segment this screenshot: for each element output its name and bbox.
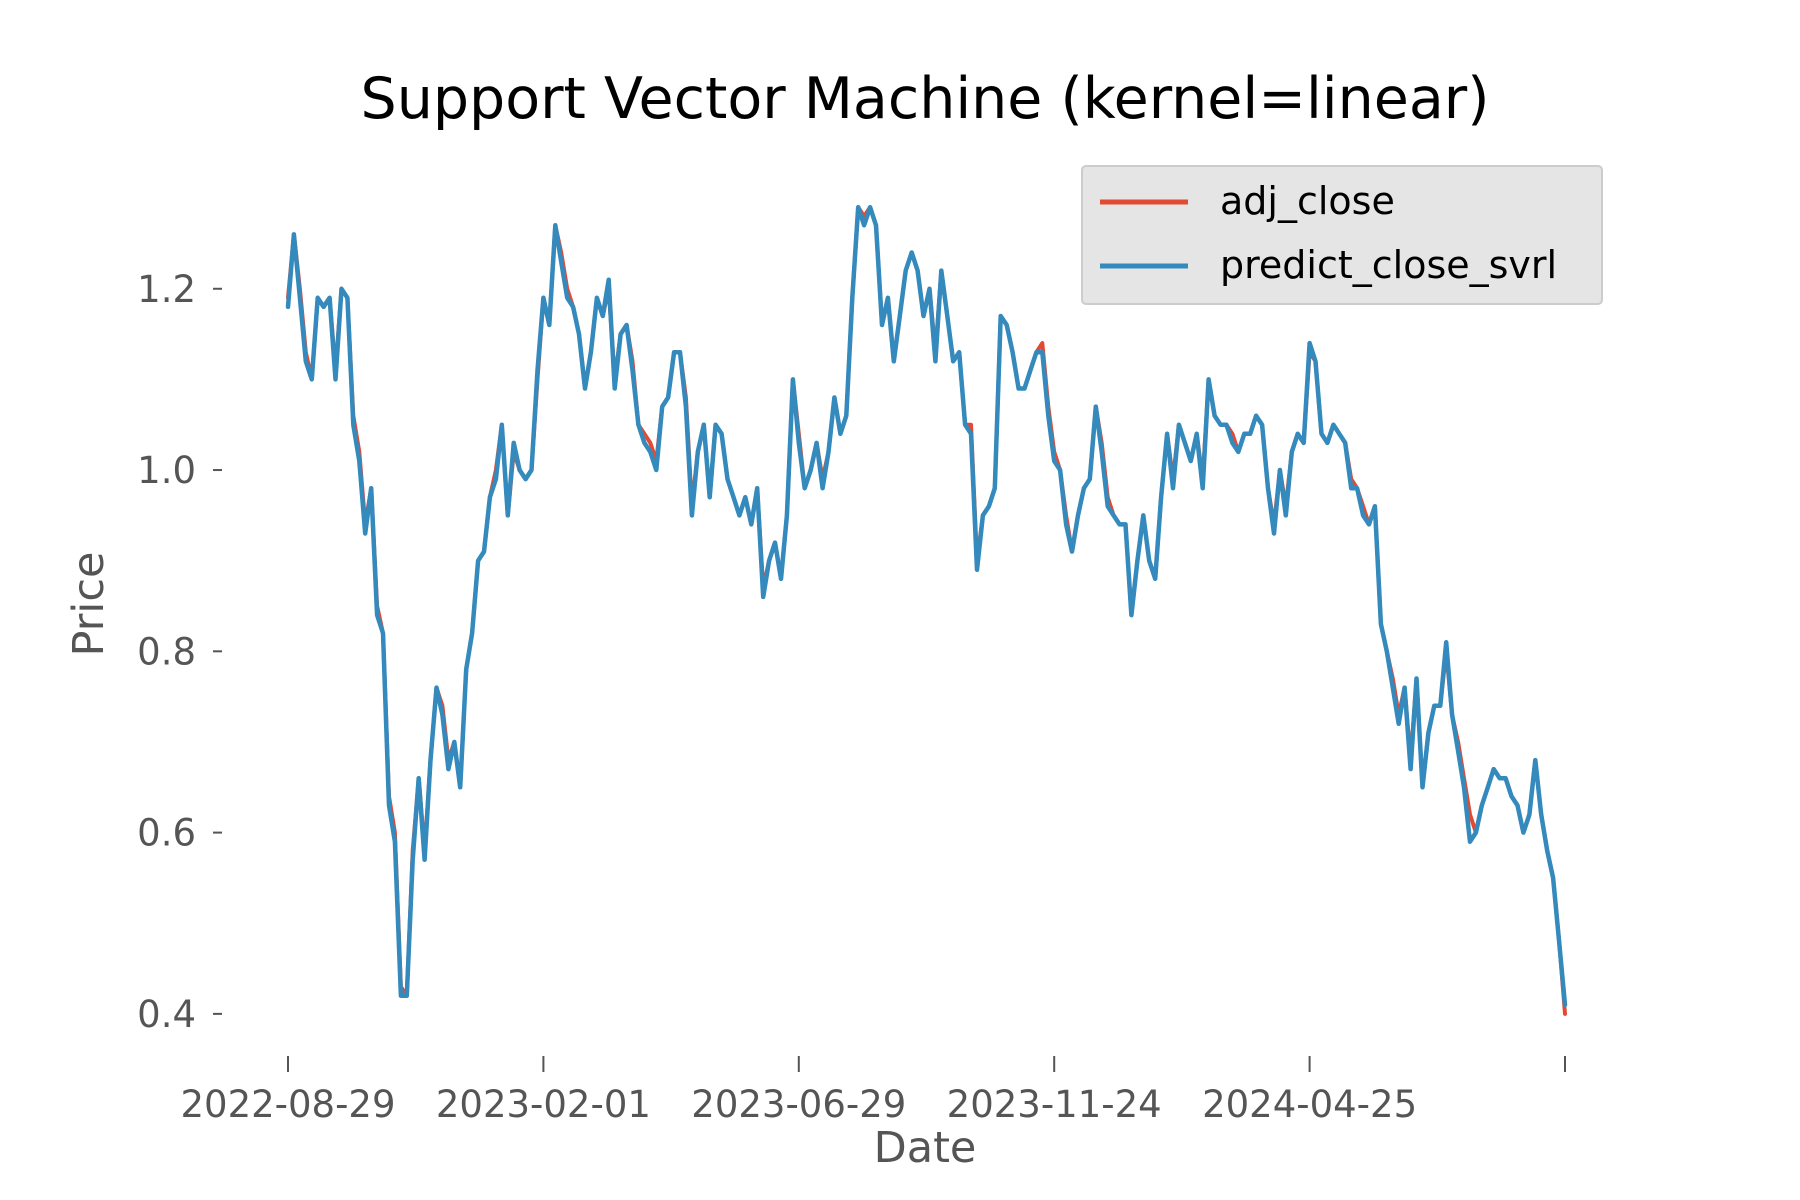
x-axis-label: Date bbox=[874, 1123, 977, 1173]
chart-title: Support Vector Machine (kernel=linear) bbox=[361, 66, 1490, 132]
plot-area bbox=[285, 204, 1568, 1016]
y-axis: 0.4 0.6 0.8 1.0 1.2 bbox=[137, 268, 222, 1036]
y-tick-label: 0.4 bbox=[137, 993, 196, 1036]
legend: adj_close predict_close_svrl bbox=[1081, 165, 1603, 305]
y-tick-label: 0.6 bbox=[137, 812, 196, 855]
series-line-adj-close bbox=[286, 205, 1567, 1016]
series-line-predict-close-svrl bbox=[285, 204, 1568, 1008]
x-tick-label: 2022-08-29 bbox=[180, 1083, 395, 1126]
x-axis: 2022-08-29 2023-02-01 2023-06-29 2023-11-24… bbox=[180, 1056, 1566, 1126]
x-tick-label: 2023-02-01 bbox=[436, 1083, 651, 1126]
y-tick-label: 0.8 bbox=[137, 630, 196, 673]
x-tick-label: 2023-11-24 bbox=[947, 1083, 1162, 1126]
x-tick-label: 2023-06-29 bbox=[691, 1083, 906, 1126]
legend-label-predict-close-svrl: predict_close_svrl bbox=[1220, 243, 1557, 287]
legend-label-adj-close: adj_close bbox=[1220, 179, 1395, 223]
x-tick-label: 2024-04-25 bbox=[1202, 1083, 1417, 1126]
y-tick-label: 1.2 bbox=[137, 268, 196, 311]
legend-frame bbox=[1081, 165, 1603, 305]
y-tick-label: 1.0 bbox=[137, 449, 196, 492]
y-axis-label: Price bbox=[64, 552, 114, 657]
